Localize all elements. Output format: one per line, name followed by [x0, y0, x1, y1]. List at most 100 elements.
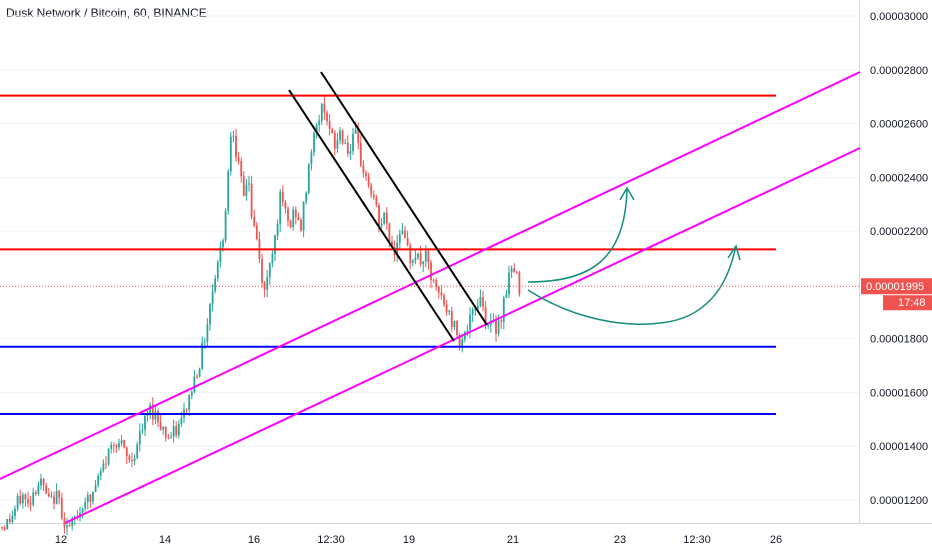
x-tick-label: 16	[248, 534, 260, 546]
candle-body	[203, 341, 206, 343]
candle-body	[284, 202, 287, 209]
candle-body	[336, 140, 339, 149]
candle-body	[89, 494, 92, 502]
candle-body	[471, 309, 474, 315]
y-tick-label: 0.00002200	[870, 226, 928, 238]
candle-body	[409, 244, 412, 263]
candle-body	[461, 339, 464, 346]
candle-body	[107, 448, 110, 464]
candle-body	[222, 240, 224, 248]
candle-body	[357, 129, 360, 143]
x-tick-label: 12:30	[683, 534, 711, 546]
projection-arrow-up[interactable]	[527, 189, 628, 283]
candle-body	[450, 311, 453, 328]
candle-body	[362, 165, 365, 173]
candle-body	[333, 132, 336, 149]
y-tick-label: 0.00002600	[870, 119, 928, 131]
candle-body	[99, 470, 102, 476]
candle-body	[484, 307, 487, 326]
candle-body	[105, 463, 107, 465]
candle-body	[16, 495, 19, 509]
candle-body	[268, 263, 271, 278]
candle-body	[190, 391, 193, 396]
candle-body	[138, 431, 141, 445]
candle-body	[229, 136, 232, 172]
candle-body	[216, 261, 219, 279]
candle-body	[164, 426, 167, 438]
candle-body	[502, 297, 505, 322]
candle-body	[167, 437, 170, 439]
candle-body	[469, 314, 471, 331]
candle-body	[479, 297, 482, 306]
candle-body	[201, 342, 204, 370]
candle-body	[144, 415, 146, 430]
candle-body	[53, 496, 55, 504]
candle-body	[354, 129, 357, 134]
candle-body	[271, 253, 274, 264]
horizontal-levels[interactable]	[0, 94, 776, 415]
candle-body	[453, 321, 456, 328]
rising-channel-upper[interactable]	[0, 71, 861, 480]
candle-body	[315, 124, 318, 134]
candle-body	[159, 422, 162, 430]
candle-body	[112, 444, 115, 446]
candle-body	[120, 440, 123, 444]
candle-body	[281, 191, 284, 203]
candle-body	[432, 279, 435, 281]
candle-body	[154, 411, 157, 420]
candle-body	[237, 157, 240, 162]
candle-body	[198, 369, 201, 377]
candle-body	[466, 330, 469, 332]
candle-body	[11, 515, 14, 522]
candle-body	[58, 490, 61, 498]
falling-channel-left[interactable]	[288, 89, 455, 342]
candle-body	[482, 297, 484, 308]
candle-body	[141, 429, 144, 432]
candle-body	[209, 304, 211, 325]
candle-body	[97, 475, 100, 485]
candle-body	[250, 183, 253, 218]
candle-body	[3, 527, 6, 530]
candle-body	[513, 268, 516, 272]
candle-body	[414, 257, 417, 261]
candle-body	[341, 130, 344, 144]
candle-body	[123, 440, 126, 448]
candle-body	[406, 238, 409, 245]
candle-body	[66, 525, 68, 528]
candle-body	[419, 253, 422, 265]
candle-body	[34, 492, 37, 494]
candle-body	[365, 172, 367, 177]
candle-body	[196, 376, 198, 378]
candle-body	[404, 230, 406, 239]
time-axis: 12 14 16 12:30 19 21 23 12:30 26	[55, 534, 782, 546]
candle-body	[136, 444, 139, 459]
y-tick-label: 0.00002800	[870, 65, 928, 77]
falling-channel-right[interactable]	[320, 71, 488, 326]
candle-body	[289, 220, 292, 228]
candle-body	[21, 494, 24, 504]
candle-body	[232, 135, 235, 137]
candle-body	[287, 208, 289, 221]
projection-arrow-dip[interactable]	[527, 249, 736, 325]
candle-body	[307, 164, 310, 193]
candle-body	[401, 230, 404, 234]
candle-body	[292, 209, 295, 228]
candle-body	[157, 411, 159, 423]
candle-body	[175, 426, 178, 436]
candle-body	[276, 224, 279, 236]
candle-body	[63, 518, 66, 528]
last-price-badge	[861, 278, 932, 295]
candle-body	[320, 103, 323, 121]
candle-body	[40, 478, 42, 486]
candle-body	[424, 250, 427, 262]
candle-body	[437, 286, 440, 293]
candle-body	[170, 436, 172, 438]
candle-body	[118, 443, 120, 448]
candle-body	[375, 197, 378, 206]
rising-channel-lower[interactable]	[64, 147, 861, 524]
candle-body	[84, 502, 87, 509]
candle-body	[313, 133, 315, 153]
y-tick-label: 0.00001600	[870, 387, 928, 399]
candle-body	[344, 142, 347, 144]
